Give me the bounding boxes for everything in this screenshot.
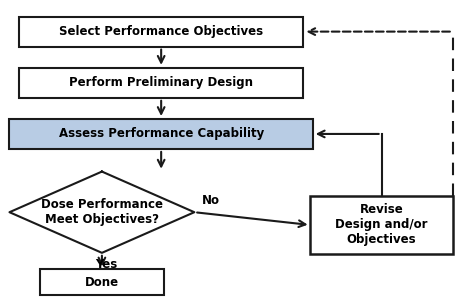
Text: Revise
Design and/or
Objectives: Revise Design and/or Objectives — [335, 203, 428, 247]
FancyBboxPatch shape — [19, 68, 303, 98]
FancyBboxPatch shape — [19, 17, 303, 47]
Text: Yes: Yes — [96, 258, 118, 271]
FancyBboxPatch shape — [40, 269, 164, 295]
Text: Done: Done — [85, 276, 119, 289]
Text: Perform Preliminary Design: Perform Preliminary Design — [69, 76, 253, 89]
FancyBboxPatch shape — [9, 119, 313, 149]
Text: No: No — [201, 194, 219, 207]
Text: Dose Performance
Meet Objectives?: Dose Performance Meet Objectives? — [41, 198, 163, 226]
Polygon shape — [9, 172, 194, 253]
Text: Assess Performance Capability: Assess Performance Capability — [58, 127, 264, 141]
Text: Select Performance Objectives: Select Performance Objectives — [59, 25, 263, 38]
FancyBboxPatch shape — [310, 196, 453, 254]
